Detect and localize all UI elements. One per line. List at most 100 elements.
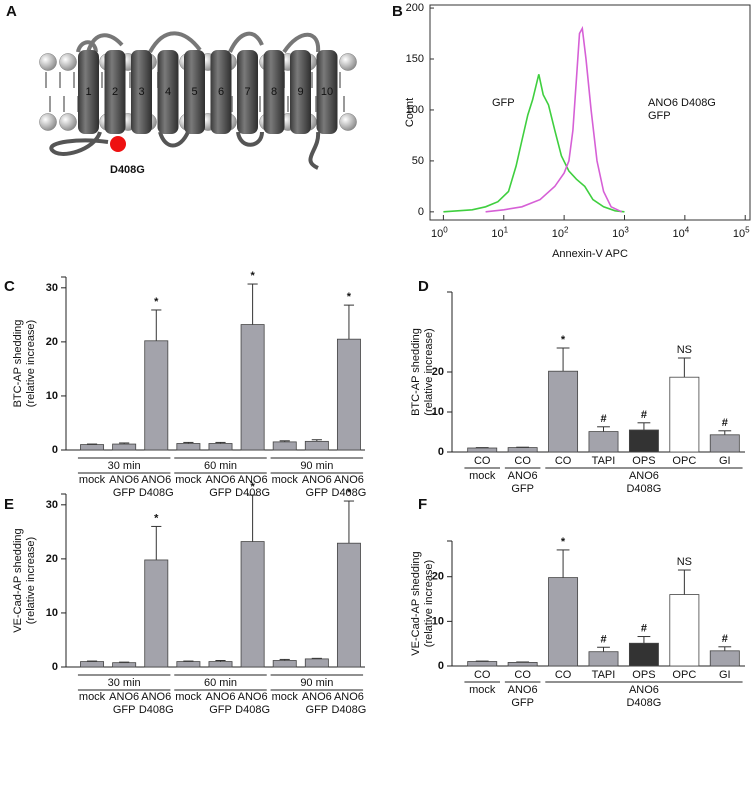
text-line: #: [600, 633, 606, 645]
text-line: 20: [46, 553, 58, 565]
y-tick-label: 10: [432, 406, 444, 418]
text-line: *: [154, 512, 159, 524]
group-label: 90 min: [300, 460, 333, 472]
y-tick-label: 20: [46, 553, 58, 565]
text-line: ANO6: [302, 691, 332, 703]
text-line: 150: [406, 53, 424, 65]
text-line: *: [561, 334, 566, 346]
text-line: 10: [612, 228, 624, 240]
y-axis-label: BTC-AP shedding(relative increase): [12, 320, 37, 408]
helix-label: 8: [271, 86, 277, 98]
x-tick-label: 105: [733, 226, 750, 240]
text-line: CO: [474, 669, 491, 681]
text-line: 0: [418, 206, 424, 218]
text-line: 100: [406, 104, 424, 116]
text-line: *: [347, 291, 352, 303]
x-tick-label: 101: [491, 226, 508, 240]
y-tick-label: 50: [412, 155, 424, 167]
bar: [336, 542, 361, 668]
mutation-label: D408G: [110, 164, 145, 176]
text-line: 50: [412, 155, 424, 167]
category-label: ANO6 GFP: [302, 691, 332, 716]
text-line: ANO6: [109, 691, 139, 703]
significance-label: *: [561, 536, 566, 548]
text-line: 6: [218, 86, 224, 98]
text-line: 5: [191, 86, 197, 98]
text-line: OPS: [632, 455, 655, 467]
y-tick-label: 10: [46, 607, 58, 619]
bar: [628, 429, 659, 453]
category-label: ANO6 GFP: [109, 691, 139, 716]
text-line: ANO6 D408G: [648, 97, 716, 109]
text-line: 90 min: [300, 460, 333, 472]
superscript: 5: [745, 226, 750, 235]
panel-label: E: [4, 496, 14, 513]
bar: [272, 441, 297, 451]
x-tick-label: 100: [431, 226, 448, 240]
group-label: 60 min: [204, 677, 237, 689]
category-label: OPC: [672, 669, 696, 681]
text-line: E: [4, 496, 14, 513]
histogram-line: [443, 74, 625, 213]
category-label: mock: [272, 691, 299, 703]
text-line: NS: [677, 344, 692, 356]
text-line: #: [600, 413, 606, 425]
text-line: GFP: [648, 110, 671, 122]
x-tick-label: 103: [612, 226, 629, 240]
text-line: mock: [469, 684, 496, 696]
category-label: mock: [79, 474, 106, 486]
y-axis-label: VE-Cad-AP shedding(relative increase): [12, 528, 37, 632]
text-line: GFP: [492, 97, 515, 109]
text-line: 10: [46, 390, 58, 402]
group-label: ANO6 D408G: [626, 684, 661, 709]
bar: [588, 431, 619, 453]
x-tick-label: 102: [552, 226, 569, 240]
y-tick-label: 20: [432, 366, 444, 378]
category-label: CO: [514, 455, 531, 467]
text-line: C: [4, 278, 15, 295]
category-label: mock: [175, 691, 202, 703]
text-line: F: [418, 496, 427, 513]
text-line: 9: [297, 86, 303, 98]
group-label: 30 min: [108, 460, 141, 472]
category-label: TAPI: [592, 455, 616, 467]
category-label: ANO6 D408G: [235, 691, 270, 716]
y-tick-label: 0: [438, 446, 444, 458]
text-line: GI: [719, 669, 731, 681]
text-line: *: [154, 296, 159, 308]
group-label: 60 min: [204, 460, 237, 472]
text-line: D408G: [139, 487, 174, 499]
helix-label: 1: [85, 86, 91, 98]
text-line: ANO6: [238, 691, 268, 703]
helix: [131, 50, 152, 134]
text-line: TAPI: [592, 455, 616, 467]
helix: [316, 50, 338, 134]
helix: [184, 50, 205, 134]
significance-label: NS: [677, 556, 692, 568]
panel-label: F: [418, 496, 427, 513]
text-line: (relative increase): [423, 560, 435, 647]
y-tick-label: 100: [406, 104, 424, 116]
text-line: mock: [469, 470, 496, 482]
group-label: ANO6 D408G: [626, 470, 661, 495]
text-line: GFP: [306, 704, 329, 716]
text-line: ANO6: [334, 691, 364, 703]
category-label: OPS: [632, 669, 655, 681]
panel-label: D: [418, 278, 429, 295]
superscript: 3: [624, 226, 629, 235]
text-line: 60 min: [204, 460, 237, 472]
group-label: ANO6 GFP: [508, 470, 538, 495]
text-line: NS: [677, 556, 692, 568]
bar: [548, 370, 579, 453]
text-line: 4: [165, 86, 171, 98]
text-line: 1: [85, 86, 91, 98]
bar: [112, 443, 137, 451]
text-line: #: [722, 633, 728, 645]
category-label: ANO6 GFP: [206, 474, 236, 499]
text-line: mock: [79, 691, 106, 703]
